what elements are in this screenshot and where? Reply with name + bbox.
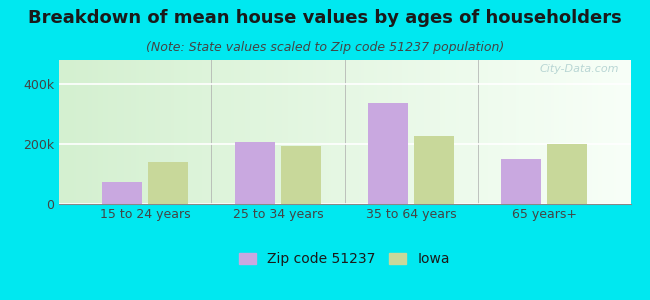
Bar	[547, 144, 586, 204]
Text: Breakdown of mean house values by ages of householders: Breakdown of mean house values by ages o…	[28, 9, 622, 27]
Bar	[501, 159, 541, 204]
Bar	[369, 103, 408, 204]
Bar	[413, 136, 454, 204]
Bar	[148, 162, 188, 204]
Text: City-Data.com: City-Data.com	[540, 64, 619, 74]
Text: (Note: State values scaled to Zip code 51237 population): (Note: State values scaled to Zip code 5…	[146, 40, 504, 53]
Bar	[235, 142, 276, 204]
Bar	[103, 182, 142, 204]
Legend: Zip code 51237, Iowa: Zip code 51237, Iowa	[234, 247, 455, 272]
Bar	[281, 146, 320, 204]
